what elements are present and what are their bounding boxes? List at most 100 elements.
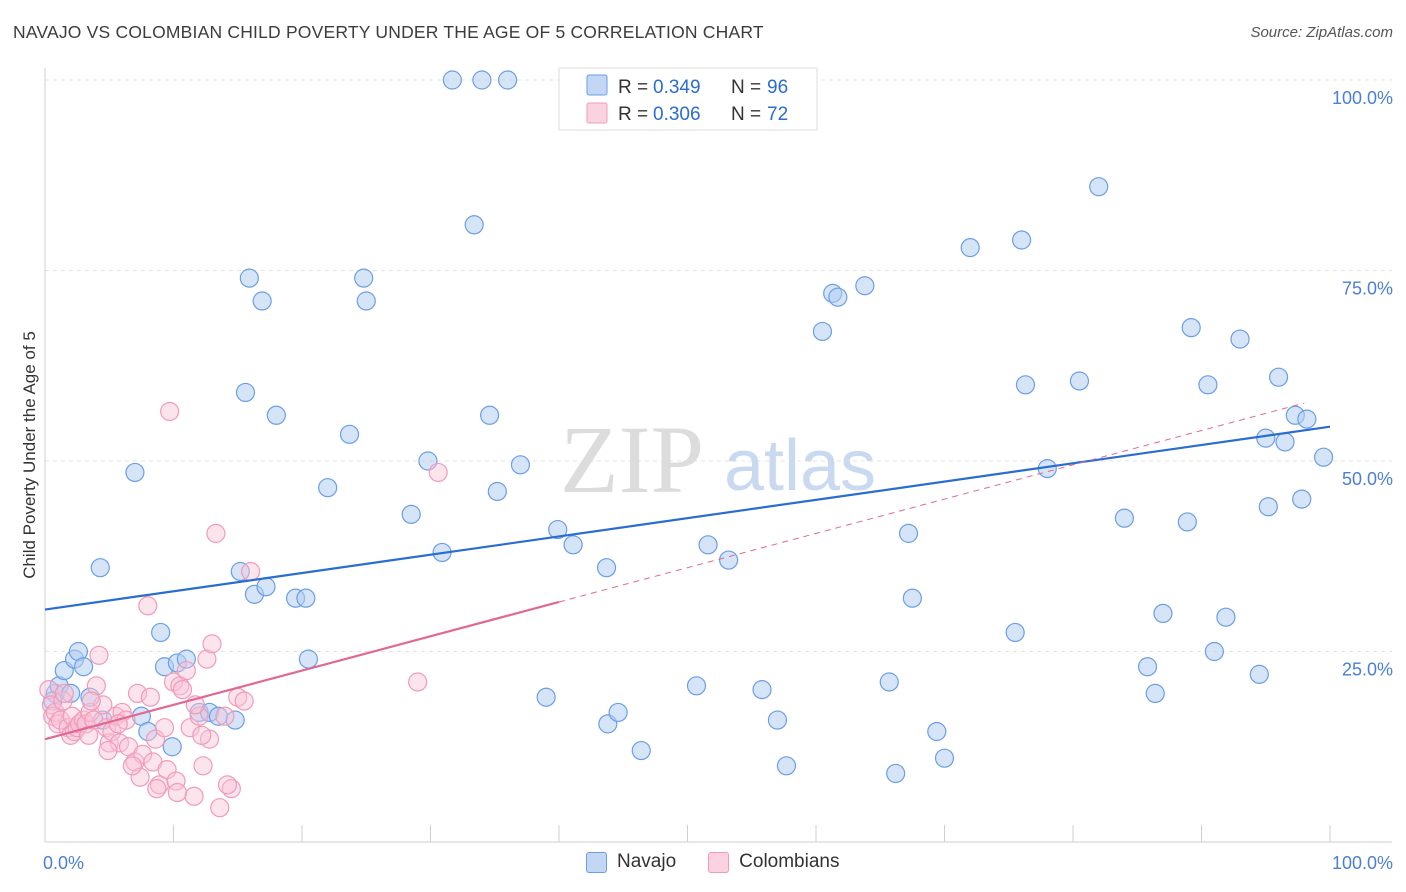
colombians-point [79,725,99,745]
legend-r-value-navajo: 0.349 [653,77,701,98]
colombians-point [54,683,74,704]
colombians-point [189,706,209,726]
navajo-point [151,622,171,643]
legend-swatch-colombians-bottom [708,851,730,873]
watermark-zip: ZIP [560,406,704,513]
legend-n-value-colombians: 72 [767,104,788,125]
colombians-point [98,740,118,761]
navajo-point [472,70,492,90]
navajo-point [90,558,110,578]
trendlines [44,402,1331,741]
navajo-point [1292,489,1312,509]
colombians-point [160,401,180,422]
navajo-point [510,455,531,475]
colombians-point [154,718,175,738]
navajo-point [960,238,980,258]
colombians-point [184,786,204,806]
legend-entry-navajo: Navajo [586,851,676,873]
navajo-point [1181,318,1201,338]
navajo-point [698,535,718,555]
navajo-point [401,504,421,524]
colombians-point [140,687,160,707]
colombians-point [428,462,448,483]
trendline-colombians [44,600,560,741]
navajo-point [927,721,947,742]
navajo-point [1216,607,1236,627]
colombians-point [193,756,213,776]
navajo-point [339,424,360,444]
legend-n-label-navajo: N = [731,77,761,98]
tick-labels: 100.0% 75.0% 50.0% 25.0% 0.0% 100.0% [43,88,1393,873]
y-tick-label-50: 50.0% [1342,469,1393,489]
navajo-point [776,756,797,776]
series-navajo [43,70,1334,784]
navajo-point [1137,657,1158,677]
navajo-point [1297,409,1317,429]
navajo-point [1258,497,1278,517]
chart-title: NAVAJO VS COLOMBIAN CHILD POVERTY UNDER … [13,22,764,42]
colombians-point [197,649,217,669]
colombians-point [215,706,235,726]
navajo-point [902,588,922,608]
series-colombians [39,401,448,818]
navajo-point [767,710,788,730]
colombians-point [81,691,101,711]
navajo-point [125,462,145,483]
navajo-point [266,405,286,425]
legend-n-label-colombians: N = [731,104,761,125]
legend-r-label-navajo: R = [618,77,648,98]
colombians-point [99,733,119,753]
source-credit: Source: ZipAtlas.com [1250,24,1393,41]
navajo-point [354,268,374,288]
colombians-point [206,523,226,543]
navajo-point [298,649,319,669]
axes [44,68,1392,843]
colombians-point [39,679,59,700]
navajo-point [1011,230,1032,250]
y-tick-label-75: 75.0% [1342,279,1393,299]
trendline-navajo [44,425,1331,611]
x-tick-label-left: 0.0% [43,853,84,873]
watermark-atlas: atlas [724,426,876,506]
colombians-point [202,634,222,654]
navajo-point [752,679,772,700]
navajo-point [879,672,899,692]
navajo-point [548,519,568,540]
navajo-point [631,740,651,761]
navajo-point [480,405,500,425]
navajo-point [318,478,338,498]
legend-label-colombians: Colombians [739,851,840,872]
navajo-point [1005,622,1025,643]
colombians-point [167,782,187,803]
x-tick-label-right: 100.0% [1332,853,1393,873]
colombians-point [89,645,109,665]
colombians-point [53,691,73,711]
bottom-legend: Navajo Colombians [586,851,871,873]
navajo-point [1198,375,1218,395]
navajo-point [608,702,628,723]
navajo-point [230,561,250,582]
navajo-point [596,558,617,578]
navajo-point [464,215,484,235]
navajo-point [563,535,583,555]
colombians-point [127,683,148,704]
navajo-point [719,550,739,570]
colombians-point [172,679,193,700]
navajo-point [252,291,272,311]
legend-n-value-navajo: 96 [767,77,788,98]
colombians-point [50,710,71,730]
navajo-point [886,763,906,784]
navajo-point [1230,329,1250,349]
legend-r-label-colombians: R = [618,104,648,125]
navajo-point [1249,664,1269,684]
navajo-point [1145,683,1165,704]
navajo-point [73,657,94,677]
legend-swatch-navajo [586,74,608,96]
colombians-point [176,660,196,681]
navajo-point [225,710,245,730]
watermark: ZIP atlas [560,406,876,513]
navajo-point [1089,177,1109,197]
colombians-point [192,725,212,745]
navajo-point [1177,512,1197,532]
